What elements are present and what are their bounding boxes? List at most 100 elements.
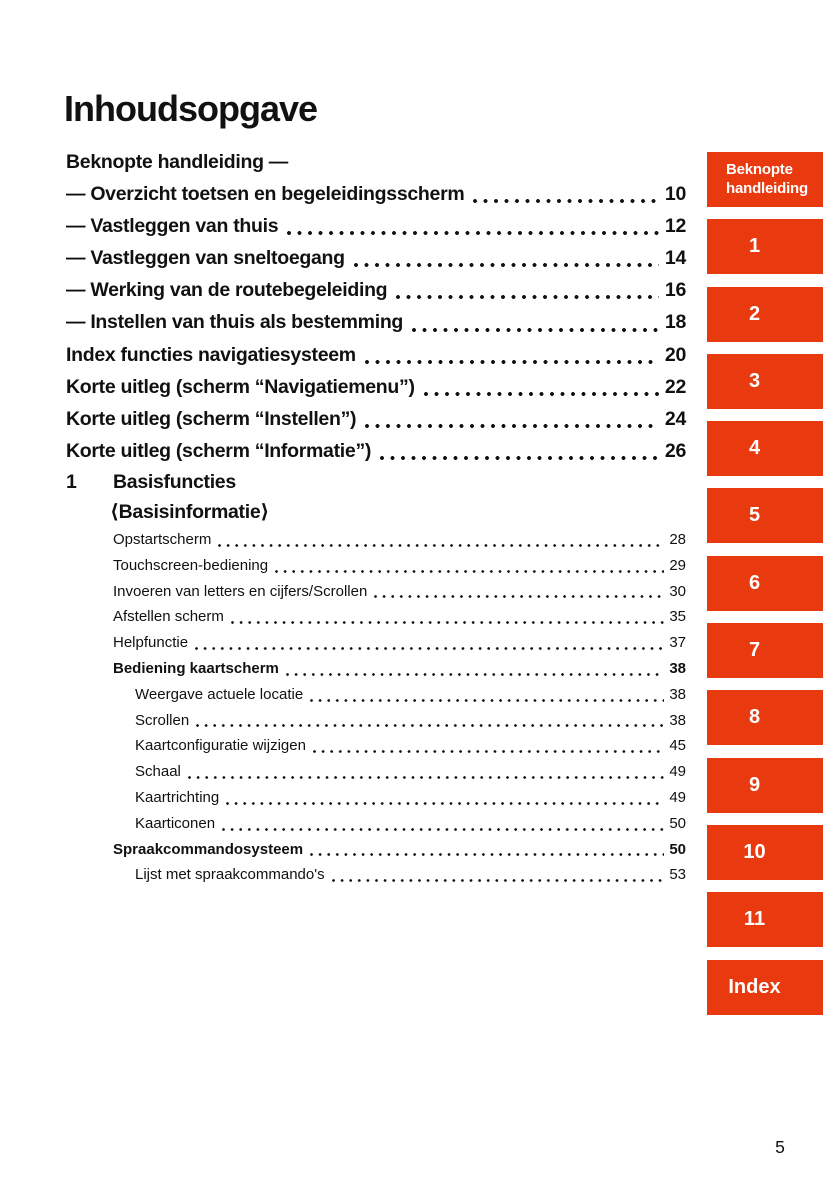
- tab-6: 6: [707, 555, 823, 611]
- leader-dots: [222, 827, 665, 831]
- toc-entry-page: 14: [664, 247, 686, 270]
- tab-10: 10: [707, 824, 823, 880]
- toc-list: Beknopte handleiding — — Overzicht toetse…: [66, 146, 686, 888]
- toc-entry: Invoeren van letters en cijfers/Scrollen…: [66, 579, 686, 605]
- leader-dots: [285, 672, 665, 676]
- toc-entry-page: 18: [664, 311, 686, 334]
- leader-dots: [331, 879, 665, 883]
- toc-entry: — Overzicht toetsen en begeleidingsscher…: [66, 178, 686, 210]
- tab-beknopte-handleiding: Beknopte handleiding: [707, 152, 823, 207]
- tab-label-line: handleiding: [726, 179, 808, 197]
- toc-entry-page: 49: [669, 788, 686, 806]
- toc-entry-label: Kaartconfiguratie wijzigen: [135, 737, 306, 755]
- toc-entry: Lijst met spraakcommando's 53: [66, 862, 686, 888]
- toc-entry-label: Invoeren van letters en cijfers/Scrollen: [113, 582, 368, 600]
- leader-dots: [374, 595, 665, 599]
- tab-label: 6: [748, 571, 761, 594]
- toc-entry-label: Opstartscherm: [113, 530, 212, 548]
- toc-entry-label: — Instellen van thuis als bestemming: [66, 311, 404, 334]
- toc-entry: Kaartrichting 49: [66, 785, 686, 811]
- toc-entry: Touchscreen-bediening 29: [66, 553, 686, 579]
- toc-entry-label: Touchscreen-bediening: [113, 556, 269, 574]
- tab-label-line: Beknopte: [726, 161, 793, 178]
- toc-entry: Scrollen 38: [66, 708, 686, 734]
- tab-label: 3: [748, 369, 761, 392]
- leader-dots: [364, 359, 659, 364]
- toc-entry-label: Kaartrichting: [135, 788, 220, 806]
- toc-entry-page: 12: [664, 215, 686, 238]
- tab-label: 11: [743, 908, 766, 931]
- toc-entry-page: 38: [669, 659, 686, 677]
- toc-entry-page: 16: [664, 279, 686, 302]
- toc-entry-label: Beknopte handleiding —: [66, 151, 288, 173]
- tab-7: 7: [707, 623, 823, 679]
- toc-entry: Kaarticonen 50: [66, 811, 686, 837]
- toc-entry-label: Helpfunctie: [113, 634, 189, 652]
- toc-entry-label: Korte uitleg (scherm “Instellen”): [66, 407, 357, 430]
- toc-entry-page: 50: [669, 840, 686, 858]
- tab-8: 8: [707, 690, 823, 746]
- toc-entry: Index functies navigatiesysteem 20: [66, 339, 686, 371]
- toc-entry: Korte uitleg (scherm “Instellen”) 24: [66, 403, 686, 435]
- leader-dots: [275, 569, 665, 573]
- leader-dots: [218, 543, 665, 547]
- toc-chapter-heading: 1 Basisfuncties: [66, 467, 686, 497]
- toc-entry-label: — Vastleggen van sneltoegang: [66, 247, 345, 270]
- chapter-tab-rail: Beknopte handleiding 1 2 3 4 5 6 7 8 9 10 11 Index: [707, 152, 823, 1015]
- toc-entry-page: 10: [664, 183, 686, 206]
- leader-dots: [230, 621, 665, 625]
- leader-dots: [195, 646, 665, 650]
- tab-label: 10: [743, 840, 766, 863]
- toc-entry-label: Kaarticonen: [135, 814, 216, 832]
- tab-11: 11: [707, 892, 823, 948]
- toc-entry-page: 38: [669, 711, 686, 729]
- toc-entry: Helpfunctie 37: [66, 630, 686, 656]
- toc-entry: — Werking van de routebegeleiding 16: [66, 274, 686, 306]
- toc-entry: — Vastleggen van thuis 12: [66, 210, 686, 242]
- tab-5: 5: [707, 488, 823, 544]
- folio-page-number: 5: [775, 1137, 785, 1157]
- toc-entry-label: Korte uitleg (scherm “Navigatiemenu”): [66, 375, 415, 398]
- toc-entry-label: Bediening kaartscherm: [113, 659, 279, 677]
- toc-entry: Weergave actuele locatie 38: [66, 682, 686, 708]
- tab-3: 3: [707, 353, 823, 409]
- toc-entry-label: Spraakcommandosysteem: [113, 840, 304, 858]
- toc-entry-label: Weergave actuele locatie: [135, 685, 304, 703]
- toc-entry: Schaal 49: [66, 759, 686, 785]
- toc-entry-page: 37: [669, 634, 686, 652]
- tab-label: 2: [748, 302, 761, 325]
- toc-entry: Bediening kaartscherm 38: [66, 656, 686, 682]
- leader-dots: [473, 199, 659, 204]
- tab-2: 2: [707, 286, 823, 342]
- toc-entry-page: 38: [669, 685, 686, 703]
- leader-dots: [287, 231, 659, 236]
- tab-label: 9: [748, 773, 761, 796]
- toc-entry-page: 20: [664, 343, 686, 366]
- toc-entry-page: 50: [669, 814, 686, 832]
- toc-entry-label: — Vastleggen van thuis: [66, 215, 279, 238]
- toc-entry-label: — Werking van de routebegeleiding: [66, 279, 388, 302]
- toc-entry-label: Lijst met spraakcommando's: [135, 866, 325, 884]
- toc-entry-page: 49: [669, 763, 686, 781]
- toc-entry: Afstellen scherm 35: [66, 604, 686, 630]
- toc-entry-page: 22: [664, 375, 686, 398]
- chapter-subtitle: ⟨Basisinformatie⟩: [110, 500, 270, 523]
- page-title: Inhoudsopgave: [64, 88, 318, 129]
- toc-entry-page: 53: [669, 866, 686, 884]
- toc-entry-page: 35: [669, 608, 686, 626]
- toc-entry: — Instellen van thuis als bestemming 18: [66, 306, 686, 338]
- toc-entry: Korte uitleg (scherm “Informatie”) 26: [66, 435, 686, 467]
- toc-entry-label: Afstellen scherm: [113, 608, 224, 626]
- chapter-number: 1: [66, 470, 77, 493]
- tab-label: 4: [748, 437, 761, 460]
- leader-dots: [412, 327, 659, 332]
- toc-entry-page: 30: [669, 582, 686, 600]
- tab-label: 7: [748, 639, 761, 662]
- chapter-title: Basisfuncties: [113, 470, 236, 493]
- leader-dots: [226, 801, 665, 805]
- toc-entry: — Vastleggen van sneltoegang 14: [66, 242, 686, 274]
- toc-entry-page: 28: [669, 530, 686, 548]
- toc-entry-label: Schaal: [135, 763, 181, 781]
- leader-dots: [423, 391, 659, 396]
